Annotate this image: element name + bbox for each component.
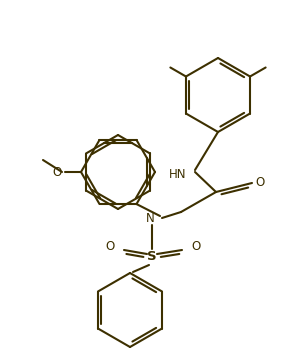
Text: O: O — [255, 176, 264, 190]
Text: S: S — [147, 251, 157, 263]
Text: O: O — [191, 239, 200, 252]
Text: O: O — [53, 166, 62, 179]
Text: O: O — [106, 239, 115, 252]
Text: HN: HN — [169, 168, 186, 181]
Text: N: N — [146, 211, 155, 225]
